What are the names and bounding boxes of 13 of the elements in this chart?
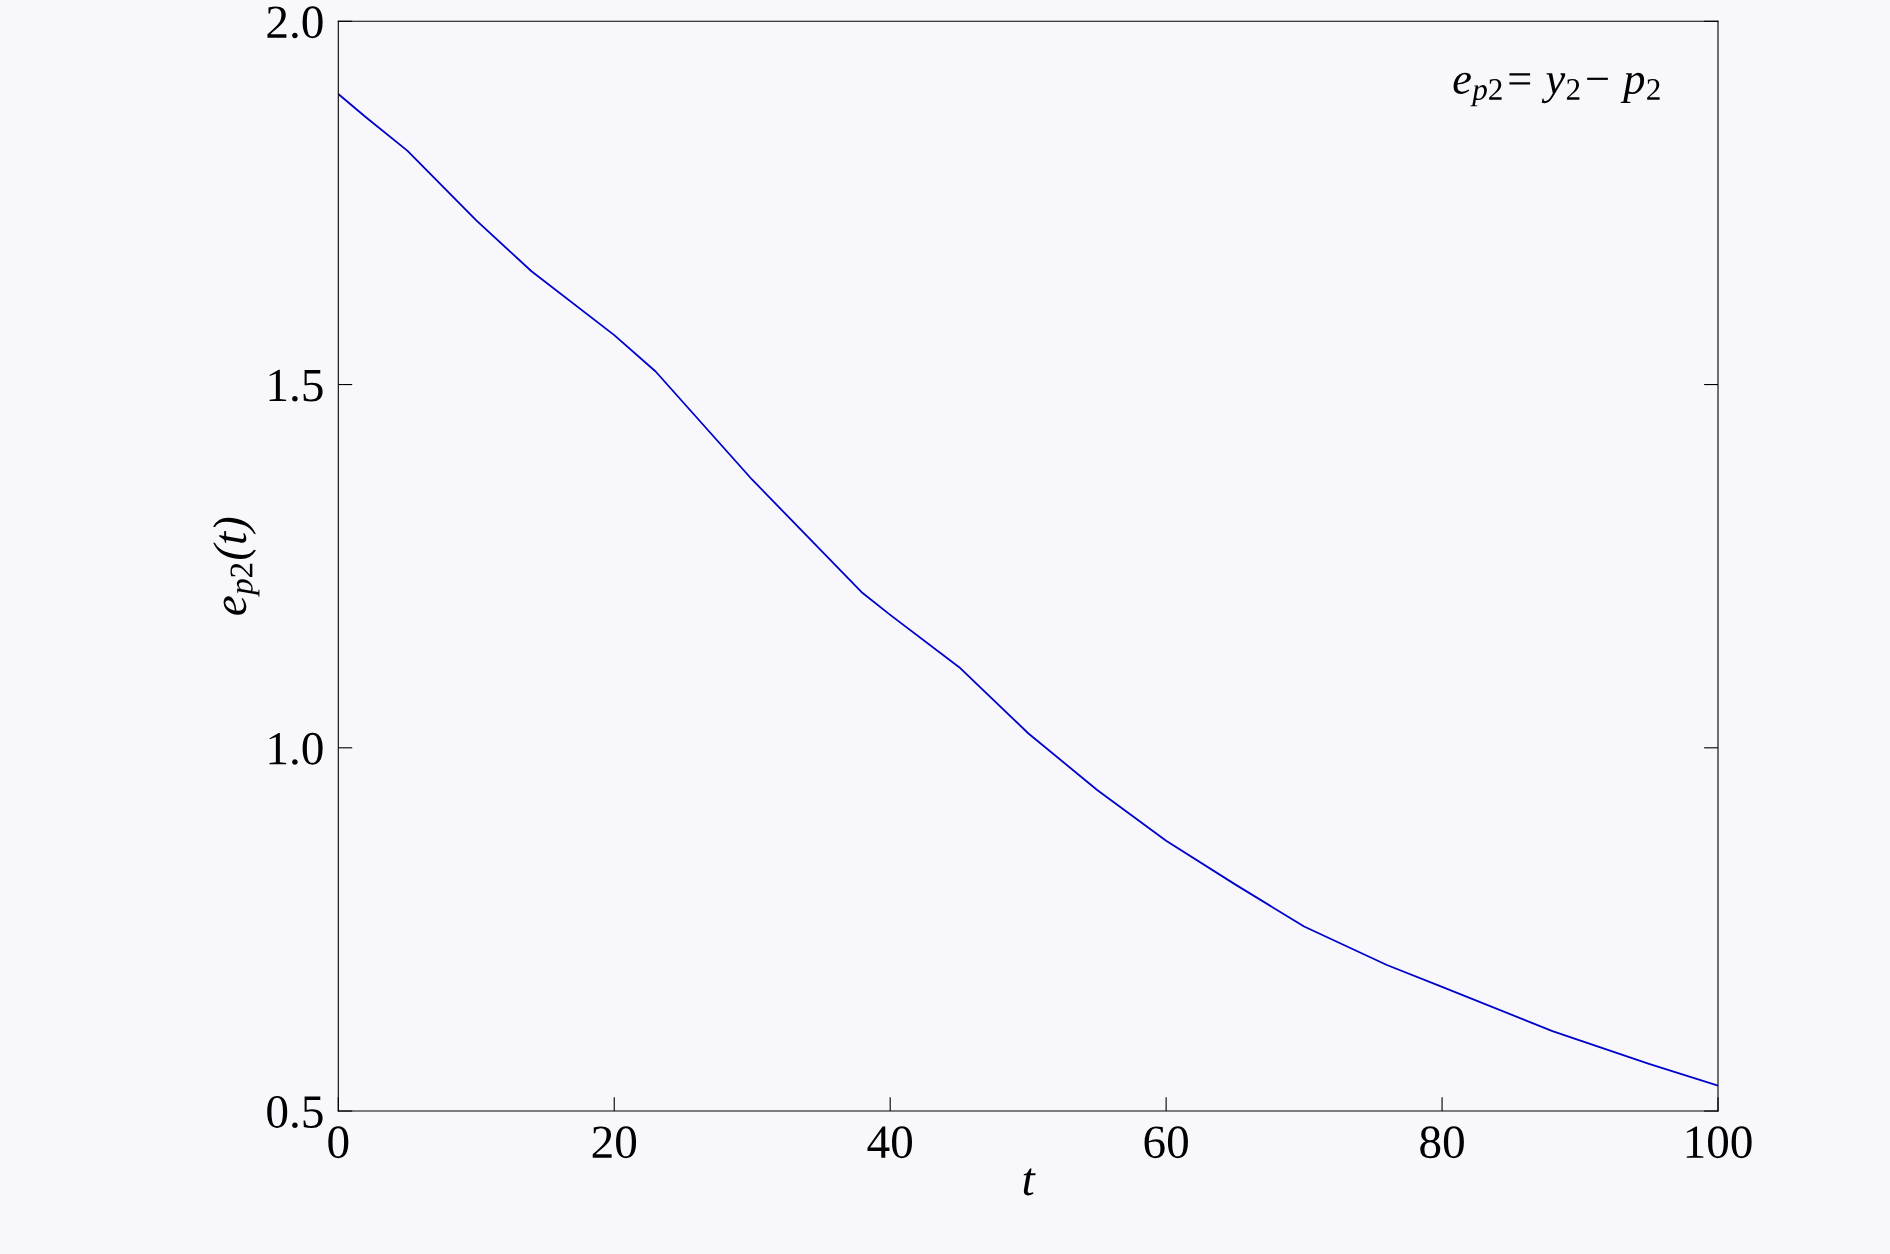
x-axis-title: t xyxy=(1023,1168,1036,1196)
x-tick-label: 20 xyxy=(592,1126,637,1159)
x-tick-label: 60 xyxy=(1144,1126,1188,1159)
x-tick-label: 0 xyxy=(328,1126,349,1159)
y-tick-label: 0.5 xyxy=(267,1096,323,1129)
annotation: e$_{p2}$= y$_{2}$− p$_{2}$ xyxy=(1453,72,1660,107)
y-tick-label: 2.0 xyxy=(267,6,323,39)
x-tick-label: 100 xyxy=(1686,1126,1752,1159)
y-axis-title: e$_{p2}$(t) xyxy=(213,517,260,615)
x-tick-label: 40 xyxy=(867,1126,912,1159)
y-tick-label: 1.5 xyxy=(269,369,323,402)
y-tick-label: 1.0 xyxy=(269,732,323,765)
x-tick-label: 80 xyxy=(1420,1126,1464,1159)
